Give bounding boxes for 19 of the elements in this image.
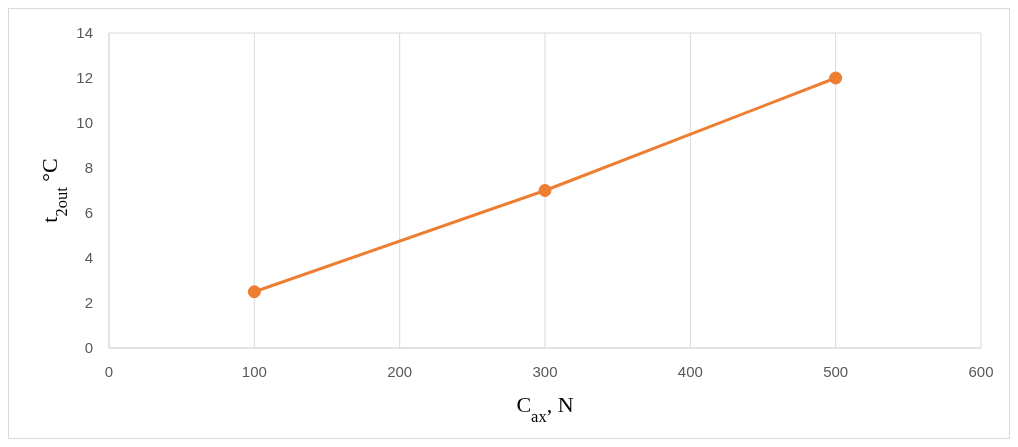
point: [829, 71, 843, 85]
x-tick-label: 0: [104, 362, 114, 380]
y-tick-label: 14: [76, 24, 93, 42]
x-tick-label: 600: [968, 362, 994, 380]
y-tick-label: 10: [76, 114, 93, 132]
point: [538, 184, 552, 197]
x-axis-title: C$_{ax}$, N: [516, 392, 574, 426]
y-tick-label: 0: [84, 339, 93, 357]
x-tick-label: 400: [677, 362, 703, 380]
x-tick-label: 100: [241, 362, 267, 380]
y-tick-label: 4: [84, 249, 93, 267]
x-tick-label: 300: [532, 362, 558, 380]
y-tick-label: 6: [84, 204, 93, 222]
y-tick-label: 12: [76, 69, 93, 87]
y-tick-label: 2: [84, 294, 93, 312]
x-tick-label: 500: [823, 362, 849, 380]
point: [247, 285, 261, 299]
y-tick-label: 8: [84, 159, 93, 177]
x-tick-label: 200: [387, 362, 413, 380]
